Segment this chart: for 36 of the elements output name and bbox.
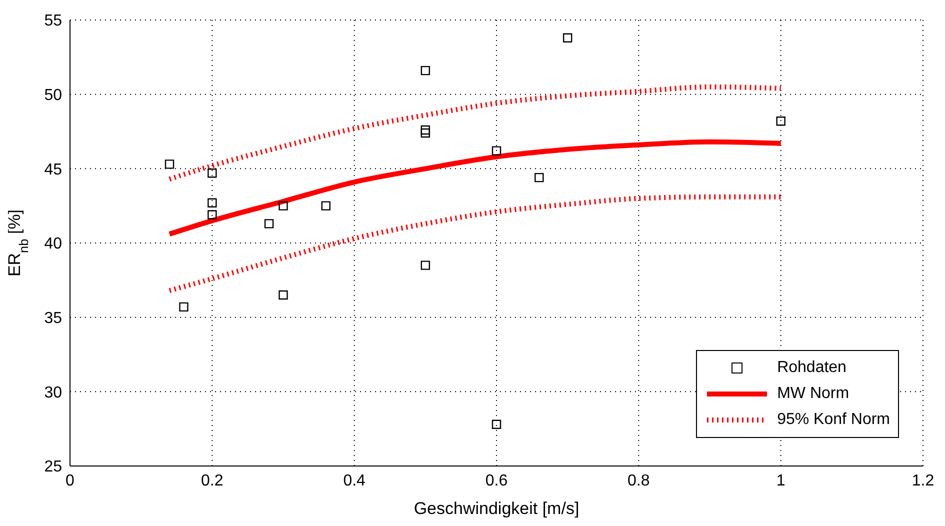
point — [179, 302, 188, 312]
point — [420, 128, 430, 138]
x-tick-label: 0.8 — [628, 472, 650, 490]
point — [776, 116, 786, 126]
y-tick-label: 40 — [44, 236, 62, 253]
y-tick-label: 30 — [44, 384, 62, 402]
point — [278, 201, 288, 210]
point — [534, 172, 544, 182]
point — [321, 201, 330, 210]
y-tick-label: 50 — [44, 87, 62, 104]
y-tick-label: 35 — [44, 310, 62, 328]
point — [420, 125, 430, 135]
y-tick-label: 45 — [44, 161, 62, 178]
x-tick-label: 0.6 — [485, 472, 508, 490]
y-tick-label: 55 — [44, 12, 62, 30]
x-tick-label: 1 — [776, 472, 786, 490]
point — [420, 66, 430, 76]
point — [208, 210, 217, 220]
point — [562, 33, 572, 42]
point — [420, 260, 430, 270]
legend-label: MW Norm — [777, 385, 850, 403]
point — [208, 198, 217, 208]
x-axis-title: Geschwindigkeit [m/s] — [414, 499, 580, 518]
x-tick-label: 1.2 — [912, 472, 934, 490]
x-tick-label: 0 — [66, 472, 75, 490]
x-tick-label: 0.4 — [343, 472, 366, 490]
point — [164, 160, 174, 169]
point — [278, 290, 288, 300]
x-tick-label: 0.2 — [201, 472, 224, 490]
point — [264, 219, 274, 228]
point — [208, 168, 217, 178]
point — [492, 420, 502, 429]
y-tick-label: 25 — [44, 458, 62, 476]
point — [492, 146, 502, 156]
legend-label: Rohdaten — [777, 359, 846, 377]
legend-label: 95% Konf Norm — [777, 411, 890, 429]
